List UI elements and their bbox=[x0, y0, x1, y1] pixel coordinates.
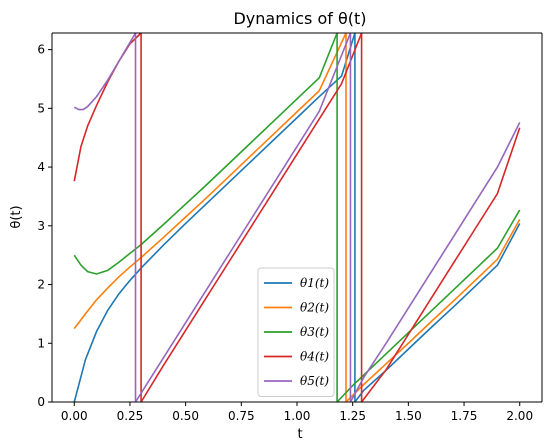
legend-label: θ5(t) bbox=[300, 374, 329, 388]
legend-item: θ4(t) bbox=[264, 350, 329, 364]
series-4-segment-2 bbox=[140, 32, 363, 403]
legend-label: θ2(t) bbox=[300, 301, 329, 315]
series-3-segment-1 bbox=[73, 32, 338, 275]
x-tick-label: 0.50 bbox=[172, 409, 199, 423]
series-1-segment-1 bbox=[73, 32, 356, 403]
legend-label: θ4(t) bbox=[300, 350, 329, 364]
x-tick-label: 1.00 bbox=[284, 409, 311, 423]
series-3 bbox=[73, 32, 521, 403]
y-axis-label: θ(t) bbox=[9, 205, 24, 228]
series-5-segment-2 bbox=[134, 32, 352, 403]
series-1 bbox=[73, 32, 521, 403]
series-1-segment-2 bbox=[354, 223, 521, 403]
legend-item: θ2(t) bbox=[264, 301, 329, 315]
series-2-segment-2 bbox=[345, 218, 521, 403]
chart-title: Dynamics of θ(t) bbox=[233, 9, 366, 28]
series-2 bbox=[73, 32, 521, 403]
legend-item: θ3(t) bbox=[264, 325, 329, 339]
y-tick-label: 3 bbox=[37, 219, 45, 233]
x-axis-label: t bbox=[297, 427, 302, 441]
series-3-segment-2 bbox=[336, 209, 521, 403]
x-tick-label: 1.25 bbox=[339, 409, 366, 423]
y-tick-label: 1 bbox=[37, 336, 45, 350]
series-layer bbox=[73, 32, 521, 403]
series-5-segment-1 bbox=[73, 32, 137, 111]
x-tick-label: 0.00 bbox=[61, 409, 88, 423]
axis-layer: 0.00 0.25 0.50 0.75 1.00 1.25 1.50 1.75 2.00 0 1 2 3… bbox=[37, 32, 543, 423]
legend-item: θ5(t) bbox=[264, 374, 329, 388]
legend-box bbox=[257, 267, 335, 397]
series-4 bbox=[73, 32, 521, 403]
y-tick-label: 5 bbox=[37, 101, 45, 115]
y-tick-label: 6 bbox=[37, 43, 45, 57]
series-2-segment-1 bbox=[73, 32, 347, 330]
x-tick-label: 0.75 bbox=[228, 409, 255, 423]
y-tick-label: 4 bbox=[37, 160, 45, 174]
y-tick-label: 2 bbox=[37, 278, 45, 292]
x-tick-label: 2.00 bbox=[506, 409, 533, 423]
x-tick-label: 1.50 bbox=[395, 409, 422, 423]
y-tick-label: 0 bbox=[37, 395, 45, 409]
series-5 bbox=[73, 32, 521, 403]
plot-area: 0.00 0.25 0.50 0.75 1.00 1.25 1.50 1.75 2.00 0 1 2 3… bbox=[37, 32, 543, 423]
legend-item: θ1(t) bbox=[264, 276, 329, 290]
legend: θ1(t) θ2(t) θ3(t) θ4(t) θ5(t) bbox=[257, 267, 335, 397]
legend-label: θ1(t) bbox=[300, 276, 329, 290]
legend-label: θ3(t) bbox=[300, 325, 329, 339]
x-tick-label: 1.75 bbox=[451, 409, 478, 423]
x-tick-label: 0.25 bbox=[117, 409, 144, 423]
series-4-segment-3 bbox=[360, 127, 521, 403]
series-5-segment-3 bbox=[349, 122, 521, 403]
